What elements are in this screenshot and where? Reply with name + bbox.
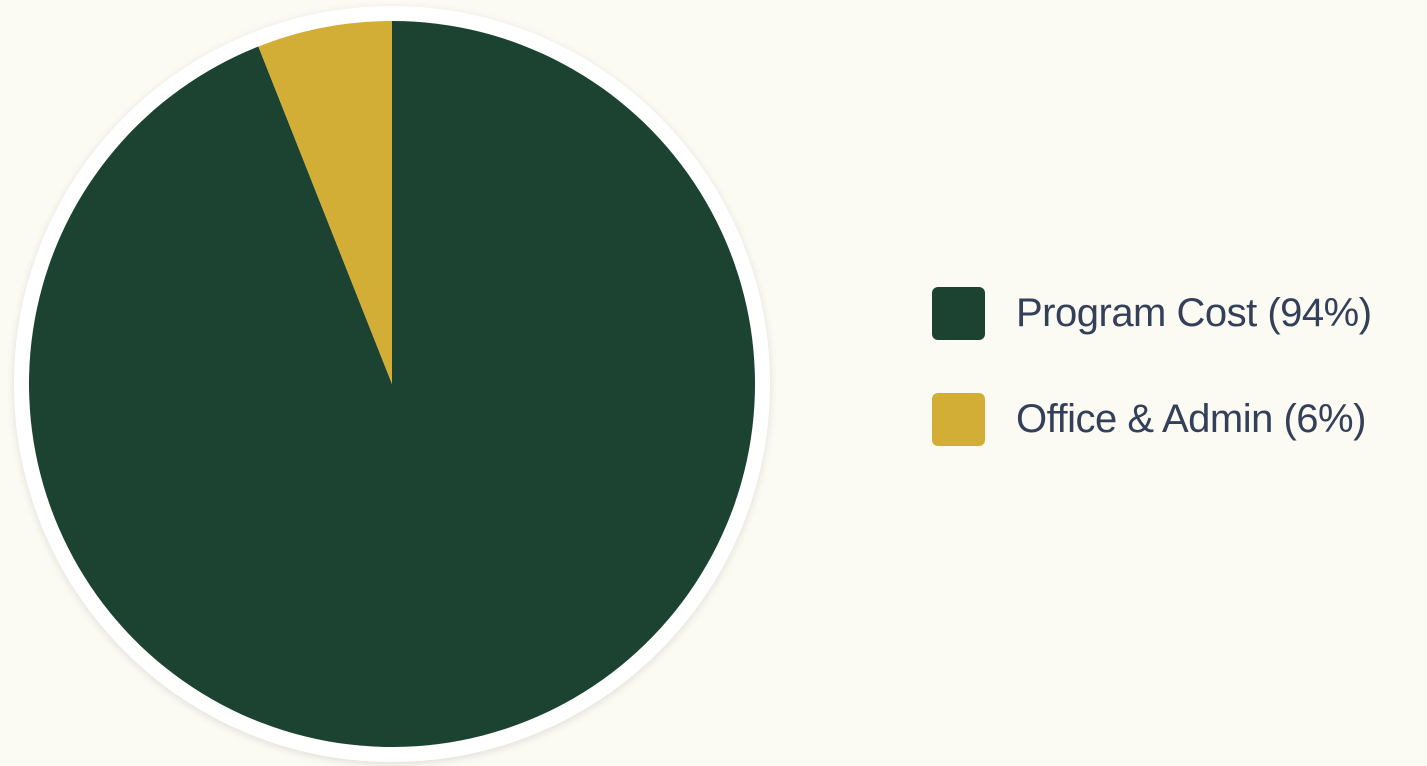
pie-chart: [14, 6, 770, 762]
pie-slice-office-admin: [258, 21, 392, 384]
pie-svg: [14, 6, 770, 762]
pie-slices: [28, 21, 756, 747]
legend-label-program-cost: Program Cost (94%): [1016, 291, 1372, 335]
legend: Program Cost (94%) Office & Admin (6%): [932, 286, 1372, 446]
legend-item-office-admin: Office & Admin (6%): [932, 392, 1372, 446]
legend-item-program-cost: Program Cost (94%): [932, 286, 1372, 340]
legend-label-office-admin: Office & Admin (6%): [1016, 397, 1366, 441]
legend-swatch-program-cost: [932, 286, 985, 340]
legend-swatch-office-admin: [932, 392, 985, 446]
